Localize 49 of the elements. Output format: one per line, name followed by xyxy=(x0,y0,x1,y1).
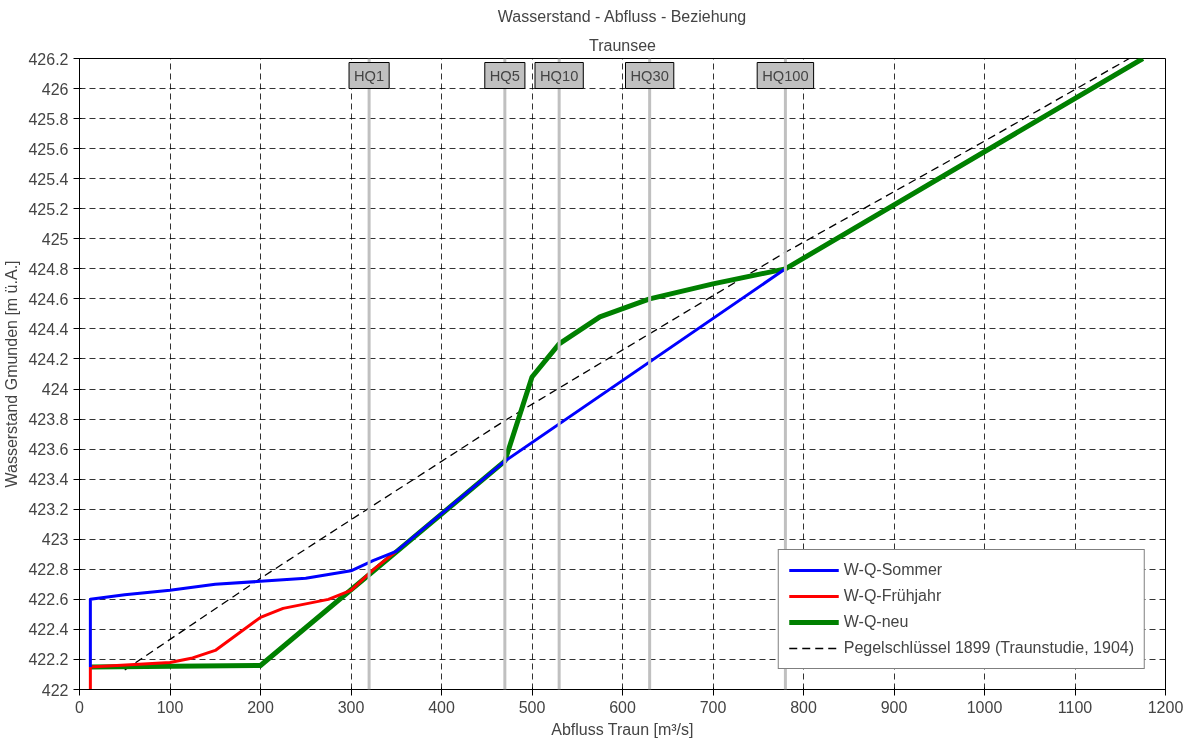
ref-line-label: HQ1 xyxy=(354,67,385,84)
y-tick-label: 426.2 xyxy=(28,50,69,68)
x-tick-label: 800 xyxy=(790,698,817,716)
line-series xyxy=(88,267,787,669)
y-tick-label: 423.4 xyxy=(28,471,69,489)
x-tick-label: 1100 xyxy=(1057,698,1093,716)
y-tick-label: 426 xyxy=(41,80,69,98)
x-tick-label: 600 xyxy=(609,698,636,716)
x-tick-label: 900 xyxy=(880,698,908,716)
x-tick-label: 100 xyxy=(156,698,184,716)
y-tick-label: 423.2 xyxy=(28,501,69,519)
x-tick-label: 200 xyxy=(247,698,274,716)
y-tick-label: 424 xyxy=(41,381,69,399)
x-tick-label: 1200 xyxy=(1147,698,1184,716)
x-axis-title: Abfluss Traun [m³/s] xyxy=(551,720,694,738)
legend-label: W-Q-Frühjahr xyxy=(843,587,942,605)
x-tick-label: 400 xyxy=(428,698,455,716)
x-tick-label: 700 xyxy=(699,698,727,716)
y-tick-label: 422.8 xyxy=(28,561,69,579)
y-tick-label: 424.4 xyxy=(28,320,69,338)
y-tick-label: 423.6 xyxy=(28,441,69,459)
y-tick-label: 425 xyxy=(41,230,69,248)
ref-line-label: HQ30 xyxy=(630,67,669,84)
legend-label: W-Q-neu xyxy=(843,613,909,631)
y-tick-label: 423.8 xyxy=(28,411,69,429)
chart-title: Wasserstand - Abfluss - Beziehung xyxy=(497,7,747,25)
chart-subtitle: Traunsee xyxy=(589,36,657,54)
legend-label: W-Q-Sommer xyxy=(843,561,943,579)
y-tick-label: 424.6 xyxy=(28,290,69,308)
y-tick-label: 424.8 xyxy=(28,260,69,278)
ref-line-label: HQ5 xyxy=(489,67,520,84)
x-tick-label: 500 xyxy=(518,698,546,716)
x-tick-label: 300 xyxy=(337,698,365,716)
y-tick-label: 423 xyxy=(41,531,69,549)
x-tick-label: 1000 xyxy=(966,698,1003,716)
x-tick-label: 0 xyxy=(75,698,85,716)
y-tick-label: 425.6 xyxy=(28,140,69,158)
y-tick-label: 424.2 xyxy=(28,350,69,368)
y-tick-label: 422.4 xyxy=(28,621,69,639)
legend-label: Pegelschlüssel 1899 (Traunstudie, 1904) xyxy=(843,639,1134,657)
y-tick-label: 425.8 xyxy=(28,110,69,128)
y-tick-label: 422 xyxy=(41,681,69,699)
ref-line-label: HQ10 xyxy=(540,67,579,84)
y-tick-label: 422.2 xyxy=(28,651,69,669)
y-axis-title: Wasserstand Gmunden [m ü.A.] xyxy=(3,260,21,488)
y-tick-label: 422.6 xyxy=(28,591,69,609)
y-tick-label: 425.4 xyxy=(28,170,69,188)
y-tick-label: 425.2 xyxy=(28,200,69,218)
ref-line-label: HQ100 xyxy=(762,67,809,84)
